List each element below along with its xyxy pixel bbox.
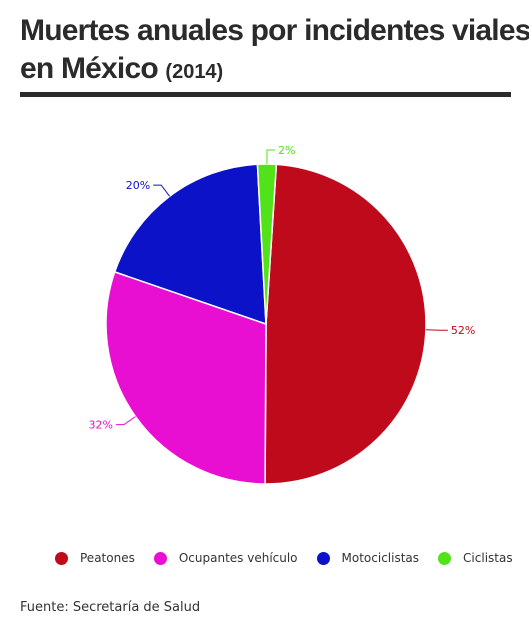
chart-title: Muertes anuales por incidentes viales en… xyxy=(20,12,529,91)
legend-label: Ocupantes vehículo xyxy=(178,551,298,565)
legend-item-peatones: Peatones xyxy=(55,551,135,565)
pie-labels: 52% 32% 20% 2% xyxy=(89,144,476,432)
legend-item-motociclistas: Motociclistas xyxy=(316,551,420,565)
pie-leader-line xyxy=(153,184,171,197)
chart-title-line-2: en México (2014) xyxy=(20,50,515,91)
legend-swatch xyxy=(316,551,330,565)
pie-chart: 52% 32% 20% 2% xyxy=(89,144,476,485)
legend-label: Motociclistas xyxy=(341,551,420,565)
pie-slices xyxy=(105,163,427,485)
pie-data-label: 32% xyxy=(89,419,113,432)
legend-label: Peatones xyxy=(80,551,135,565)
pie-data-label: 2% xyxy=(278,144,295,157)
legend-swatch xyxy=(55,551,68,565)
legend-item-ciclistas: Ciclistas xyxy=(438,551,513,565)
pie-slice-peatones xyxy=(264,163,427,485)
chart-title-line-1: Muertes anuales por incidentes viales xyxy=(20,14,529,47)
chart-legend: Peatones Ocupantes vehículo Motociclistas C… xyxy=(55,548,513,568)
source-note: Fuente: Secretaría de Salud xyxy=(20,600,201,615)
title-divider xyxy=(20,92,511,97)
pie-slice-ocupantes-veh-culo xyxy=(105,270,267,485)
pie-slice-ciclistas xyxy=(256,163,278,325)
legend-item-ocupantes-veh-culo: Ocupantes vehículo xyxy=(153,551,298,565)
pie-data-label: 20% xyxy=(126,179,150,192)
chart-title-year: (2014) xyxy=(165,61,224,83)
legend-swatch xyxy=(153,551,167,565)
legend-swatch xyxy=(438,551,452,565)
pie-leader-line xyxy=(425,329,448,331)
pie-leader-line xyxy=(116,416,136,426)
pie-leader-line xyxy=(266,149,275,165)
pie-data-label: 52% xyxy=(451,324,475,337)
chart-title-place: en México xyxy=(20,52,159,85)
legend-label: Ciclistas xyxy=(463,551,513,565)
